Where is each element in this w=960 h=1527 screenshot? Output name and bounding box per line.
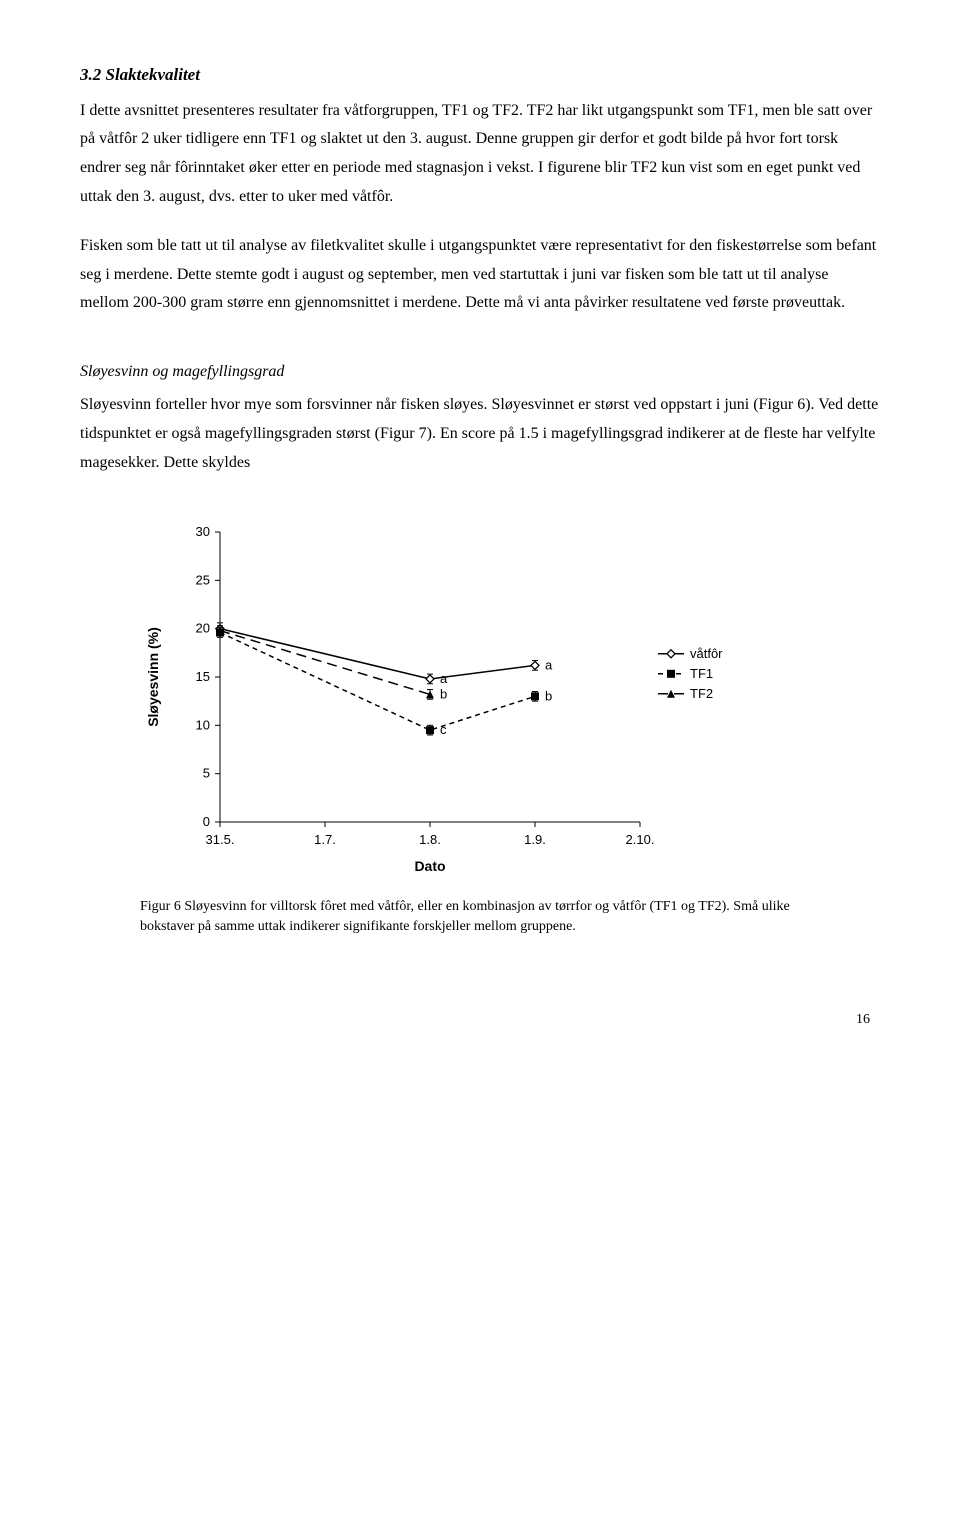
page-number: 16 — [80, 1007, 880, 1032]
figure-caption: Figur 6 Sløyesvinn for villtorsk fôret m… — [140, 897, 840, 936]
svg-text:Dato: Dato — [414, 858, 445, 874]
svg-text:a: a — [545, 658, 553, 673]
svg-text:15: 15 — [196, 669, 210, 684]
svg-text:våtfôr: våtfôr — [690, 646, 723, 661]
svg-text:1.7.: 1.7. — [314, 832, 336, 847]
svg-text:Sløyesvinn (%): Sløyesvinn (%) — [145, 628, 161, 728]
caption-body: Sløyesvinn for villtorsk fôret med våtfô… — [140, 899, 790, 934]
subsection-heading: Sløyesvinn og magefyllingsgrad — [80, 358, 880, 387]
paragraph-1: I dette avsnittet presenteres resultater… — [80, 97, 880, 212]
section-heading: 3.2 Slaktekvalitet — [80, 60, 880, 91]
svg-text:a: a — [440, 671, 448, 686]
svg-text:10: 10 — [196, 718, 210, 733]
sloyesvinn-chart: 0 5 10 15 20 25 30 31.5. 1.7. 1.8. 1.9. 2.10. Dato Sl… — [140, 517, 880, 877]
svg-text:31.5.: 31.5. — [206, 832, 235, 847]
svg-text:25: 25 — [196, 573, 210, 588]
svg-text:TF2: TF2 — [690, 686, 713, 701]
svg-text:5: 5 — [203, 766, 210, 781]
svg-text:2.10.: 2.10. — [626, 832, 655, 847]
svg-text:0: 0 — [203, 814, 210, 829]
svg-text:TF1: TF1 — [690, 666, 713, 681]
paragraph-2: Fisken som ble tatt ut til analyse av fi… — [80, 232, 880, 318]
paragraph-3: Sløyesvinn forteller hvor mye som forsvi… — [80, 391, 880, 477]
caption-lead: Figur 6 — [140, 899, 184, 914]
svg-text:1.8.: 1.8. — [419, 832, 441, 847]
svg-text:30: 30 — [196, 524, 210, 539]
svg-text:c: c — [440, 723, 447, 738]
svg-text:b: b — [440, 687, 447, 702]
svg-text:20: 20 — [196, 621, 210, 636]
svg-text:b: b — [545, 689, 552, 704]
svg-text:1.9.: 1.9. — [524, 832, 546, 847]
